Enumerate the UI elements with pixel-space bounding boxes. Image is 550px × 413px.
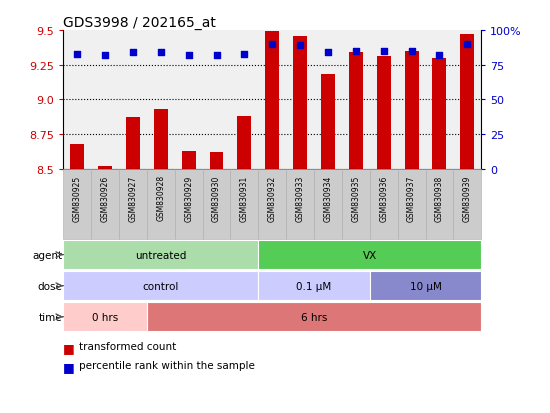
Bar [293, 36, 307, 169]
Bar [63, 303, 147, 331]
Point [212, 52, 221, 59]
Text: agent: agent [32, 250, 63, 260]
Point [351, 48, 360, 55]
Bar [175, 169, 202, 240]
Bar [202, 169, 230, 240]
Bar [377, 57, 390, 169]
Bar [182, 151, 196, 169]
Text: 6 hrs: 6 hrs [301, 312, 327, 322]
Text: GSM830929: GSM830929 [184, 175, 193, 221]
Text: dose: dose [38, 281, 63, 291]
Bar [426, 169, 453, 240]
Bar [286, 169, 314, 240]
Bar [91, 169, 119, 240]
Text: GSM830935: GSM830935 [351, 175, 360, 221]
Text: GSM830938: GSM830938 [435, 175, 444, 221]
Bar [342, 169, 370, 240]
Text: GDS3998 / 202165_at: GDS3998 / 202165_at [63, 16, 216, 30]
Text: transformed count: transformed count [79, 341, 176, 351]
Point [323, 50, 332, 57]
Bar [258, 169, 286, 240]
Text: ■: ■ [63, 361, 75, 373]
Point [268, 41, 277, 48]
Text: ■: ■ [63, 341, 75, 354]
Bar [321, 75, 335, 169]
Point [240, 51, 249, 58]
Text: GSM830939: GSM830939 [463, 175, 472, 221]
Text: GSM830927: GSM830927 [128, 175, 138, 221]
Bar [460, 35, 474, 169]
Point [156, 50, 165, 57]
Bar [258, 272, 370, 300]
Text: GSM830933: GSM830933 [295, 175, 305, 221]
Bar [147, 303, 481, 331]
Point [296, 43, 305, 50]
Bar [230, 169, 258, 240]
Bar [398, 169, 426, 240]
Bar [63, 169, 91, 240]
Bar [154, 110, 168, 169]
Text: GSM830934: GSM830934 [323, 175, 333, 221]
Bar [349, 53, 363, 169]
Text: 10 μM: 10 μM [410, 281, 442, 291]
Point [129, 50, 138, 57]
Text: GSM830928: GSM830928 [156, 175, 166, 221]
Bar [265, 32, 279, 169]
Text: GSM830930: GSM830930 [212, 175, 221, 221]
Text: control: control [142, 281, 179, 291]
Bar [63, 241, 258, 269]
Bar [432, 59, 447, 169]
Bar [370, 169, 398, 240]
Text: GSM830926: GSM830926 [101, 175, 109, 221]
Text: GSM830932: GSM830932 [268, 175, 277, 221]
Bar [126, 118, 140, 169]
Text: 0.1 μM: 0.1 μM [296, 281, 332, 291]
Bar [210, 153, 223, 169]
Bar [238, 117, 251, 169]
Bar [98, 166, 112, 169]
Bar [119, 169, 147, 240]
Bar [453, 169, 481, 240]
Point [379, 48, 388, 55]
Bar [370, 272, 481, 300]
Bar [147, 169, 175, 240]
Point [101, 52, 109, 59]
Text: GSM830931: GSM830931 [240, 175, 249, 221]
Text: 0 hrs: 0 hrs [92, 312, 118, 322]
Text: time: time [39, 312, 63, 322]
Text: VX: VX [362, 250, 377, 260]
Bar [70, 145, 84, 169]
Point [73, 51, 81, 58]
Point [407, 48, 416, 55]
Text: GSM830925: GSM830925 [73, 175, 82, 221]
Bar [405, 52, 419, 169]
Point [184, 52, 193, 59]
Point [463, 41, 472, 48]
Text: percentile rank within the sample: percentile rank within the sample [79, 361, 255, 370]
Bar [314, 169, 342, 240]
Bar [63, 272, 258, 300]
Text: GSM830937: GSM830937 [407, 175, 416, 221]
Bar [258, 241, 481, 269]
Text: GSM830936: GSM830936 [379, 175, 388, 221]
Text: untreated: untreated [135, 250, 186, 260]
Point [435, 52, 444, 59]
